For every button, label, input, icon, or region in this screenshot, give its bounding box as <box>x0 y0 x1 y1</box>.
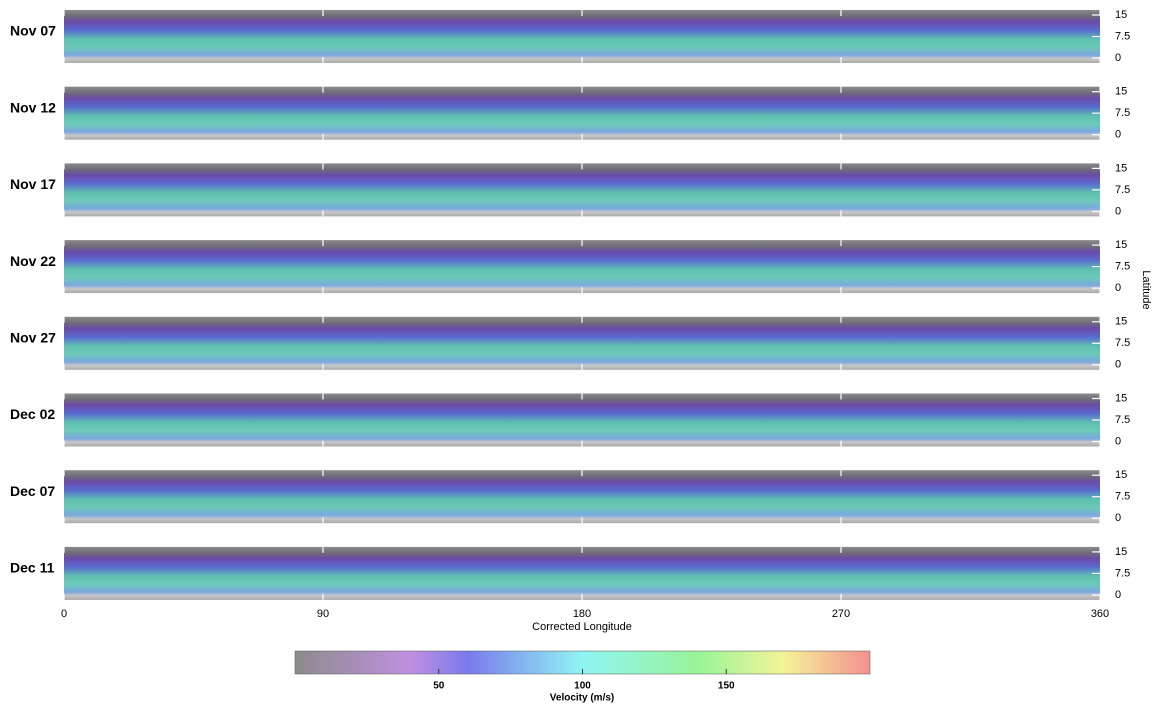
colorbar-tick-label: 50 <box>433 681 445 692</box>
panel-label: Nov 17 <box>10 176 56 192</box>
colorbar-tick-label: 100 <box>574 681 591 692</box>
panel-label: Nov 27 <box>10 330 56 346</box>
y-tick-label: 0 <box>1115 589 1121 601</box>
y-tick-label: 7.5 <box>1115 261 1130 273</box>
panel-label: Nov 07 <box>10 23 56 39</box>
y-tick-label: 15 <box>1115 546 1127 558</box>
y-tick-label: 15 <box>1115 239 1127 251</box>
strip-image <box>64 546 1100 600</box>
strip-image <box>64 470 1100 524</box>
y-tick-label: 15 <box>1115 86 1127 98</box>
strip-image <box>64 240 1100 294</box>
y-tick-label: 15 <box>1115 316 1127 328</box>
y-tick-label: 0 <box>1115 512 1121 524</box>
y-tick-label: 0 <box>1115 435 1121 447</box>
strip-image <box>64 10 1100 63</box>
y-tick-label: 0 <box>1115 282 1121 294</box>
strip-image <box>64 86 1100 140</box>
x-tick-label: 90 <box>317 608 329 620</box>
x-axis-label: Corrected Longitude <box>532 621 632 633</box>
y-tick-label: 15 <box>1115 162 1127 174</box>
strip-image <box>64 316 1100 370</box>
panel-label: Nov 22 <box>10 253 56 269</box>
y-tick-label: 15 <box>1115 392 1127 404</box>
panel-label: Dec 02 <box>10 406 55 422</box>
y-tick-label: 0 <box>1115 52 1121 64</box>
y-tick-label: 7.5 <box>1115 107 1130 119</box>
y-tick-label: 7.5 <box>1115 337 1130 349</box>
y-tick-label: 15 <box>1115 469 1127 481</box>
y-tick-label: 0 <box>1115 129 1121 141</box>
x-tick-label: 0 <box>61 608 67 620</box>
y-tick-label: 7.5 <box>1115 567 1130 579</box>
x-tick-label: 360 <box>1091 608 1109 620</box>
colorbar-label: Velocity (m/s) <box>550 693 614 704</box>
y-tick-label: 7.5 <box>1115 491 1130 503</box>
panel-label: Dec 11 <box>10 560 55 576</box>
y-tick-label: 7.5 <box>1115 184 1130 196</box>
y-axis-label: Latitude <box>1140 270 1152 309</box>
panel-label: Nov 12 <box>10 99 56 115</box>
strip-image <box>64 393 1100 447</box>
colorbar-tick-label: 150 <box>718 681 735 692</box>
y-tick-label: 15 <box>1115 9 1127 21</box>
x-tick-label: 270 <box>832 608 850 620</box>
panel-label: Dec 07 <box>10 483 55 499</box>
y-tick-label: 0 <box>1115 359 1121 371</box>
y-tick-label: 7.5 <box>1115 414 1130 426</box>
y-tick-label: 7.5 <box>1115 30 1130 42</box>
y-tick-label: 0 <box>1115 205 1121 217</box>
strip-image <box>64 163 1100 217</box>
x-tick-label: 180 <box>573 608 591 620</box>
